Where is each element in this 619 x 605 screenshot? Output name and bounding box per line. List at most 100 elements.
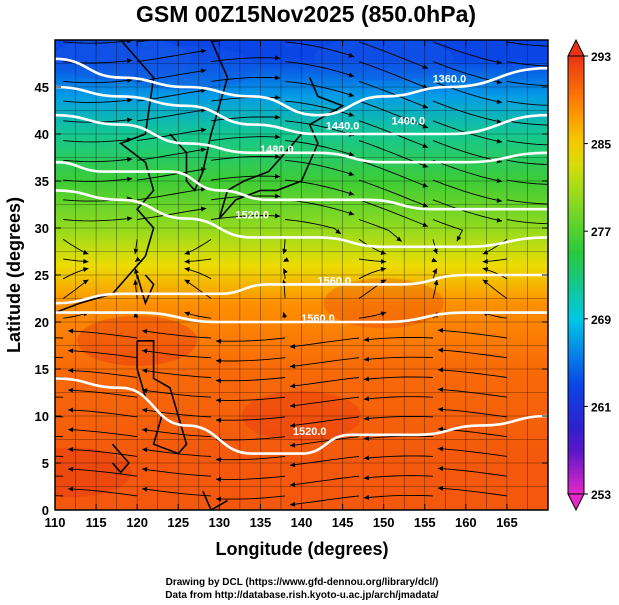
streamline [137,168,207,181]
y-tick-label: 45 [35,80,49,95]
streamline-arrow [184,266,190,272]
streamline [285,41,355,58]
streamline-arrow [422,64,428,70]
streamline-arrow [437,347,444,353]
streamline [55,357,64,359]
streamline [289,416,360,427]
y-tick-label: 5 [42,456,49,471]
streamline-arrow [437,406,444,412]
streamline [506,41,548,47]
streamline-arrow [290,442,296,448]
streamline [63,217,133,222]
streamline-arrow [363,396,370,402]
streamline-arrow [380,279,387,285]
streamline-arrow [82,279,89,285]
streamline-arrow [68,446,74,452]
streamline-arrow [133,248,139,254]
streamline-arrow [348,52,355,58]
streamline [215,337,286,342]
streamline [506,61,548,67]
streamline-arrow [126,77,133,83]
streamline-arrow [422,222,428,228]
streamline [358,100,429,129]
colorbar-tick-label: 293 [591,50,611,64]
streamline [506,80,548,87]
streamline-arrow [363,415,370,421]
streamline [289,455,360,466]
streamline [432,100,503,123]
streamline [215,396,286,401]
x-tick-label: 165 [496,515,518,530]
streamline-arrow [142,447,148,453]
streamline-arrow [126,216,133,222]
streamline [363,376,434,380]
streamline [63,158,133,163]
streamline-arrow [496,99,502,105]
x-tick-label: 135 [250,515,272,530]
streamline [142,330,212,339]
streamline-arrow [456,235,462,242]
streamline [211,57,281,63]
x-tick-label: 160 [455,515,477,530]
streamline [506,140,548,146]
streamline [363,356,434,361]
streamline-arrow [216,378,222,384]
streamline-arrow [142,328,148,334]
streamline [432,159,503,182]
chart-title: GSM 00Z15Nov2025 (850.0hPa) [136,1,476,27]
x-tick-label: 150 [373,515,395,530]
streamline [437,329,507,339]
streamline [289,495,360,506]
contour-label: 1520.0 [235,210,269,222]
streamline-arrow [335,228,341,234]
x-tick-label: 130 [208,515,230,530]
streamline [55,396,64,398]
streamline-arrow [216,338,222,344]
streamline-arrow [496,79,502,85]
streamline-arrow [380,311,387,317]
streamline [68,330,138,339]
streamline-arrow [290,501,296,507]
height-contour [55,57,548,117]
streamline [142,488,212,497]
streamline-arrow [422,103,428,109]
streamline-arrow [380,250,387,255]
y-tick-label: 35 [35,174,49,189]
streamline-arrow [282,248,288,254]
streamline-arrow [274,173,281,179]
streamline-arrow [363,435,370,441]
streamline [285,219,342,235]
streamline-arrow [184,279,191,285]
colorbar-tick-label: 261 [591,400,611,414]
streamline-arrow [348,112,355,117]
streamline-arrow [482,279,489,285]
streamline-arrow [496,138,502,144]
colorbar-gradient [567,55,585,495]
streamline [211,175,281,181]
streamline-arrow [126,156,133,162]
streamline-arrow [142,348,148,354]
streamline-arrow [216,358,222,364]
x-tick-label: 120 [126,515,148,530]
coastline [111,443,130,474]
streamline [137,50,207,63]
streamline-arrow [363,494,370,500]
streamline [215,436,286,441]
streamline-arrow [201,28,207,34]
streamline [55,475,64,477]
streamline-arrow [290,403,296,409]
streamline [432,41,503,64]
streamline [437,349,507,359]
streamline-arrow [142,407,148,413]
streamline [137,207,207,220]
streamline [142,409,212,418]
streamline [211,136,281,142]
y-tick-label: 20 [35,315,49,330]
streamline [142,429,212,438]
streamline [437,487,507,497]
streamline-arrow [216,496,222,502]
height-contour [55,189,548,249]
streamline [285,120,355,137]
streamline-arrow [348,92,355,98]
